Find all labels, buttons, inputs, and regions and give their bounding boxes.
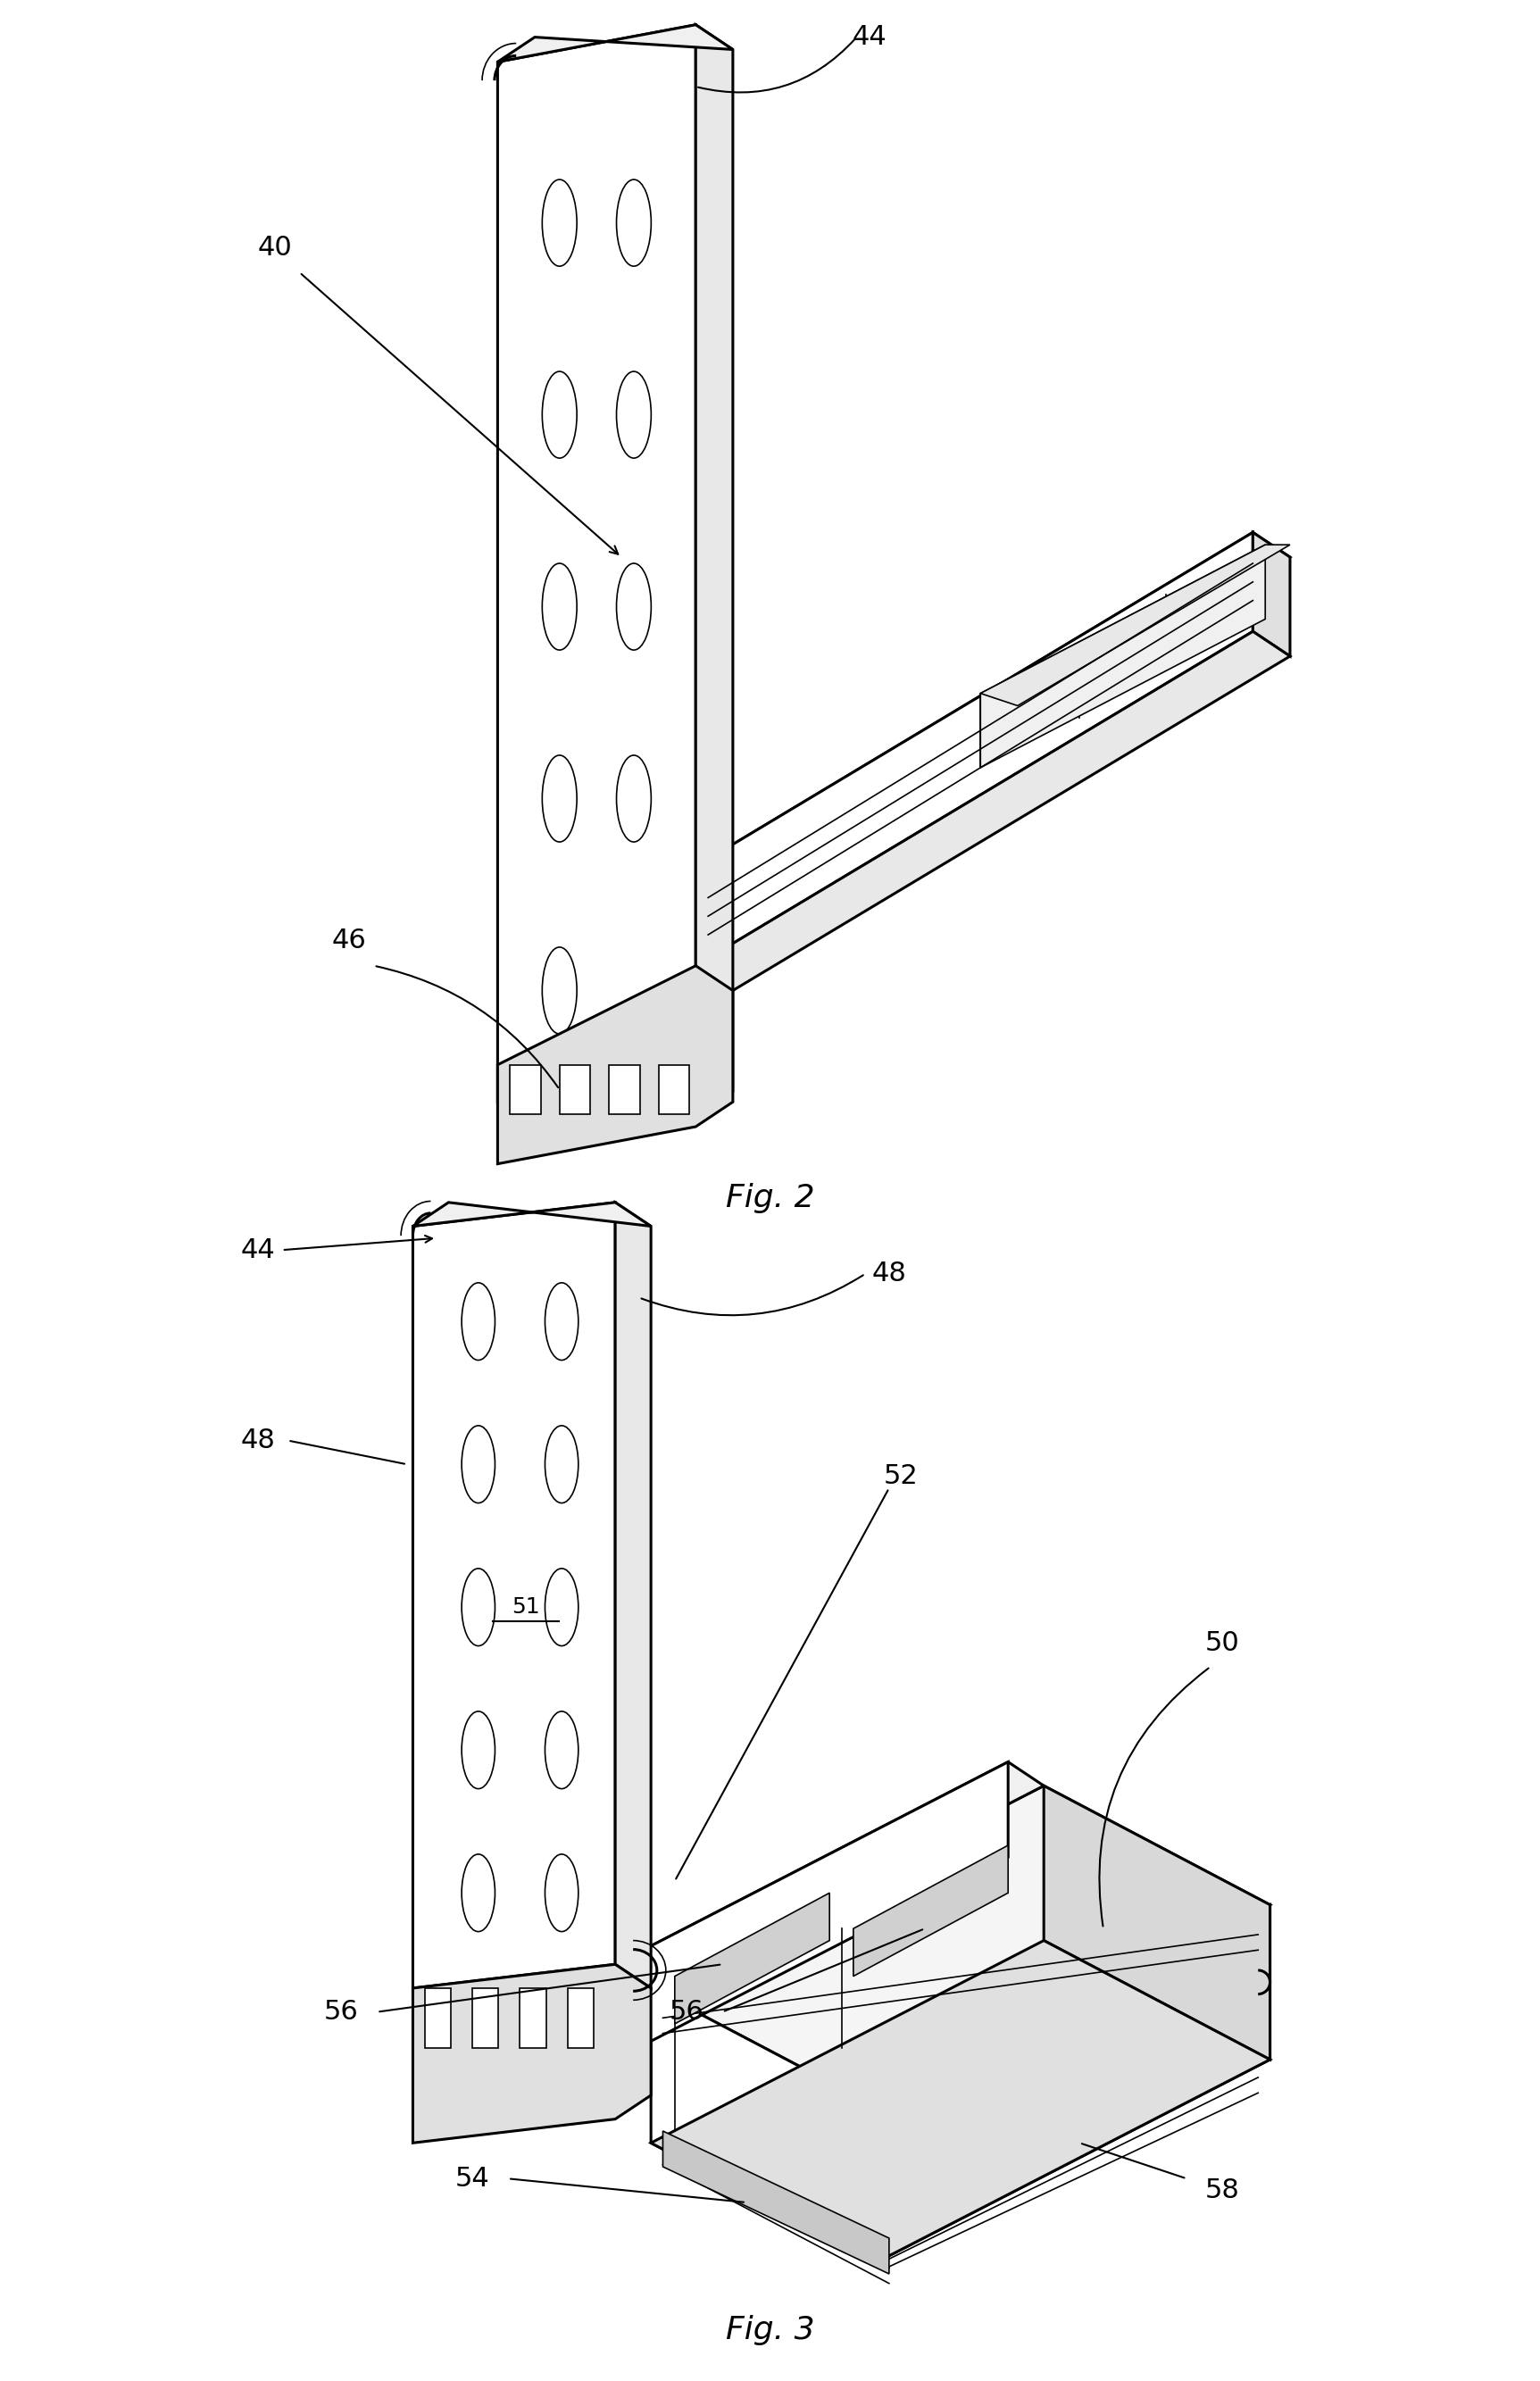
Polygon shape — [651, 1941, 1270, 2262]
Polygon shape — [616, 1202, 651, 1988]
Polygon shape — [413, 1202, 616, 1988]
Ellipse shape — [542, 948, 578, 1033]
Polygon shape — [651, 1988, 878, 2262]
Ellipse shape — [616, 179, 651, 267]
Ellipse shape — [462, 1569, 494, 1645]
Text: 50: 50 — [1206, 1631, 1240, 1655]
Text: Fig. 2: Fig. 2 — [725, 1183, 815, 1214]
Polygon shape — [413, 1964, 651, 2143]
Ellipse shape — [462, 1855, 494, 1931]
Polygon shape — [878, 1905, 1270, 2262]
Polygon shape — [696, 533, 1291, 890]
Ellipse shape — [616, 371, 651, 457]
Ellipse shape — [545, 1426, 579, 1502]
Ellipse shape — [545, 1855, 579, 1931]
Polygon shape — [981, 545, 1266, 767]
Polygon shape — [521, 1988, 547, 2048]
Text: 46: 46 — [331, 929, 367, 955]
Text: 52: 52 — [884, 1464, 918, 1488]
Ellipse shape — [542, 564, 578, 650]
Text: 56: 56 — [323, 2000, 359, 2024]
Ellipse shape — [462, 1426, 494, 1502]
Polygon shape — [497, 24, 696, 1102]
Polygon shape — [659, 1064, 690, 1114]
Polygon shape — [497, 24, 733, 62]
Ellipse shape — [462, 1712, 494, 1788]
Text: 54: 54 — [456, 2167, 490, 2191]
Polygon shape — [1254, 533, 1291, 657]
Ellipse shape — [462, 1283, 494, 1360]
Text: 48: 48 — [240, 1429, 276, 1452]
Polygon shape — [853, 1845, 1009, 1976]
Polygon shape — [473, 1988, 499, 2048]
Polygon shape — [651, 1786, 1270, 2107]
Polygon shape — [696, 631, 1291, 990]
Ellipse shape — [616, 755, 651, 843]
Ellipse shape — [542, 179, 578, 267]
Polygon shape — [568, 1988, 594, 2048]
Polygon shape — [559, 1064, 590, 1114]
Polygon shape — [608, 1064, 641, 1114]
Text: 58: 58 — [1204, 2179, 1240, 2202]
Text: 40: 40 — [257, 236, 293, 260]
Polygon shape — [675, 1893, 830, 2024]
Ellipse shape — [542, 371, 578, 457]
Text: Fig. 3: Fig. 3 — [725, 2314, 815, 2345]
Polygon shape — [413, 1202, 651, 1226]
Polygon shape — [510, 1064, 541, 1114]
Text: 56: 56 — [670, 2000, 704, 2024]
Polygon shape — [662, 2131, 889, 2274]
Polygon shape — [616, 1762, 1044, 1988]
Ellipse shape — [545, 1712, 579, 1788]
Text: 44: 44 — [240, 1238, 276, 1262]
Ellipse shape — [545, 1283, 579, 1360]
Ellipse shape — [616, 564, 651, 650]
Polygon shape — [696, 24, 733, 1090]
Polygon shape — [425, 1988, 451, 2048]
Text: 48: 48 — [872, 1262, 907, 1286]
Polygon shape — [1044, 1786, 1270, 2060]
Polygon shape — [981, 545, 1291, 705]
Ellipse shape — [542, 755, 578, 843]
Polygon shape — [497, 967, 733, 1164]
Text: 51: 51 — [511, 1598, 541, 1617]
Text: 44: 44 — [852, 24, 887, 50]
Ellipse shape — [545, 1569, 579, 1645]
Polygon shape — [616, 1762, 1009, 2060]
Polygon shape — [696, 533, 1254, 967]
